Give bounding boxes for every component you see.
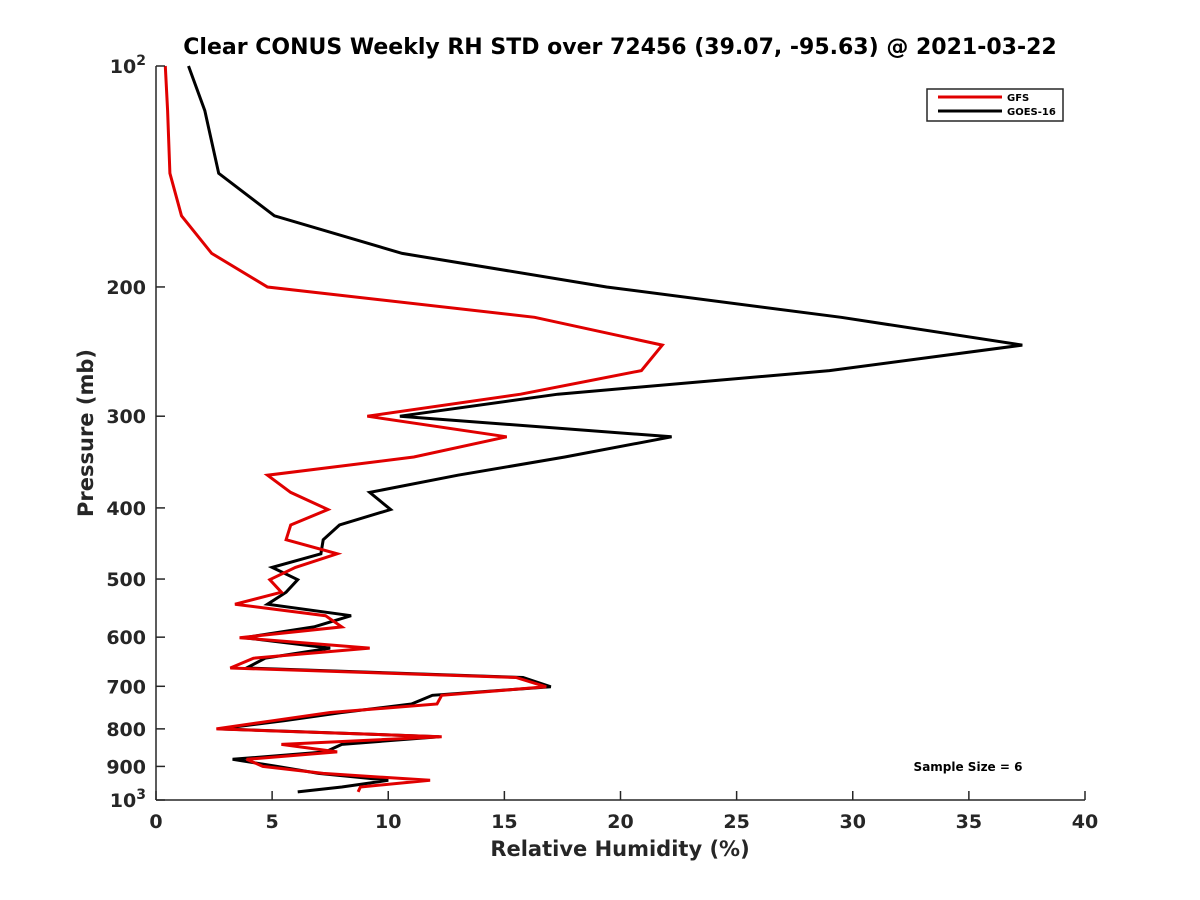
series-layer xyxy=(163,65,1023,794)
x-tick-label: 35 xyxy=(956,811,982,833)
y-tick-label: 103 xyxy=(110,787,146,812)
series-line-goes16 xyxy=(187,65,1023,794)
legend-box xyxy=(926,88,1064,122)
series-line-gfs xyxy=(163,65,666,793)
y-axis-label: Pressure (mb) xyxy=(74,349,98,517)
y-tick-label: 700 xyxy=(106,676,146,698)
chart-title: Clear CONUS Weekly RH STD over 72456 (39… xyxy=(183,35,1056,60)
y-tick-label: 102 xyxy=(110,53,146,78)
x-tick-label: 10 xyxy=(375,811,401,833)
x-tick-label: 30 xyxy=(840,811,866,833)
x-ticks: 0 5 10 15 20 25 30 35 40 xyxy=(149,791,1098,833)
y-tick-label: 400 xyxy=(106,498,146,520)
y-tick-label: 500 xyxy=(106,569,146,591)
y-tick-label: 900 xyxy=(106,756,146,778)
y-tick-label: 600 xyxy=(106,627,146,649)
y-ticks: 102 200 300 400 500 600 700 800 900 103 xyxy=(106,53,165,812)
legend: GFS GOES-16 xyxy=(926,88,1064,122)
sample-size-annotation: Sample Size = 6 xyxy=(914,760,1023,774)
y-tick-label: 200 xyxy=(106,277,146,299)
legend-label-goes16: GOES-16 xyxy=(1007,107,1056,118)
x-tick-label: 40 xyxy=(1072,811,1098,833)
x-tick-label: 5 xyxy=(266,811,279,833)
y-tick-label: 800 xyxy=(106,719,146,741)
x-tick-label: 15 xyxy=(491,811,517,833)
x-tick-label: 20 xyxy=(607,811,633,833)
x-tick-label: 0 xyxy=(149,811,162,833)
y-tick-label: 300 xyxy=(106,406,146,428)
legend-label-gfs: GFS xyxy=(1007,93,1029,104)
x-tick-label: 25 xyxy=(723,811,749,833)
x-axis-label: Relative Humidity (%) xyxy=(490,837,749,861)
